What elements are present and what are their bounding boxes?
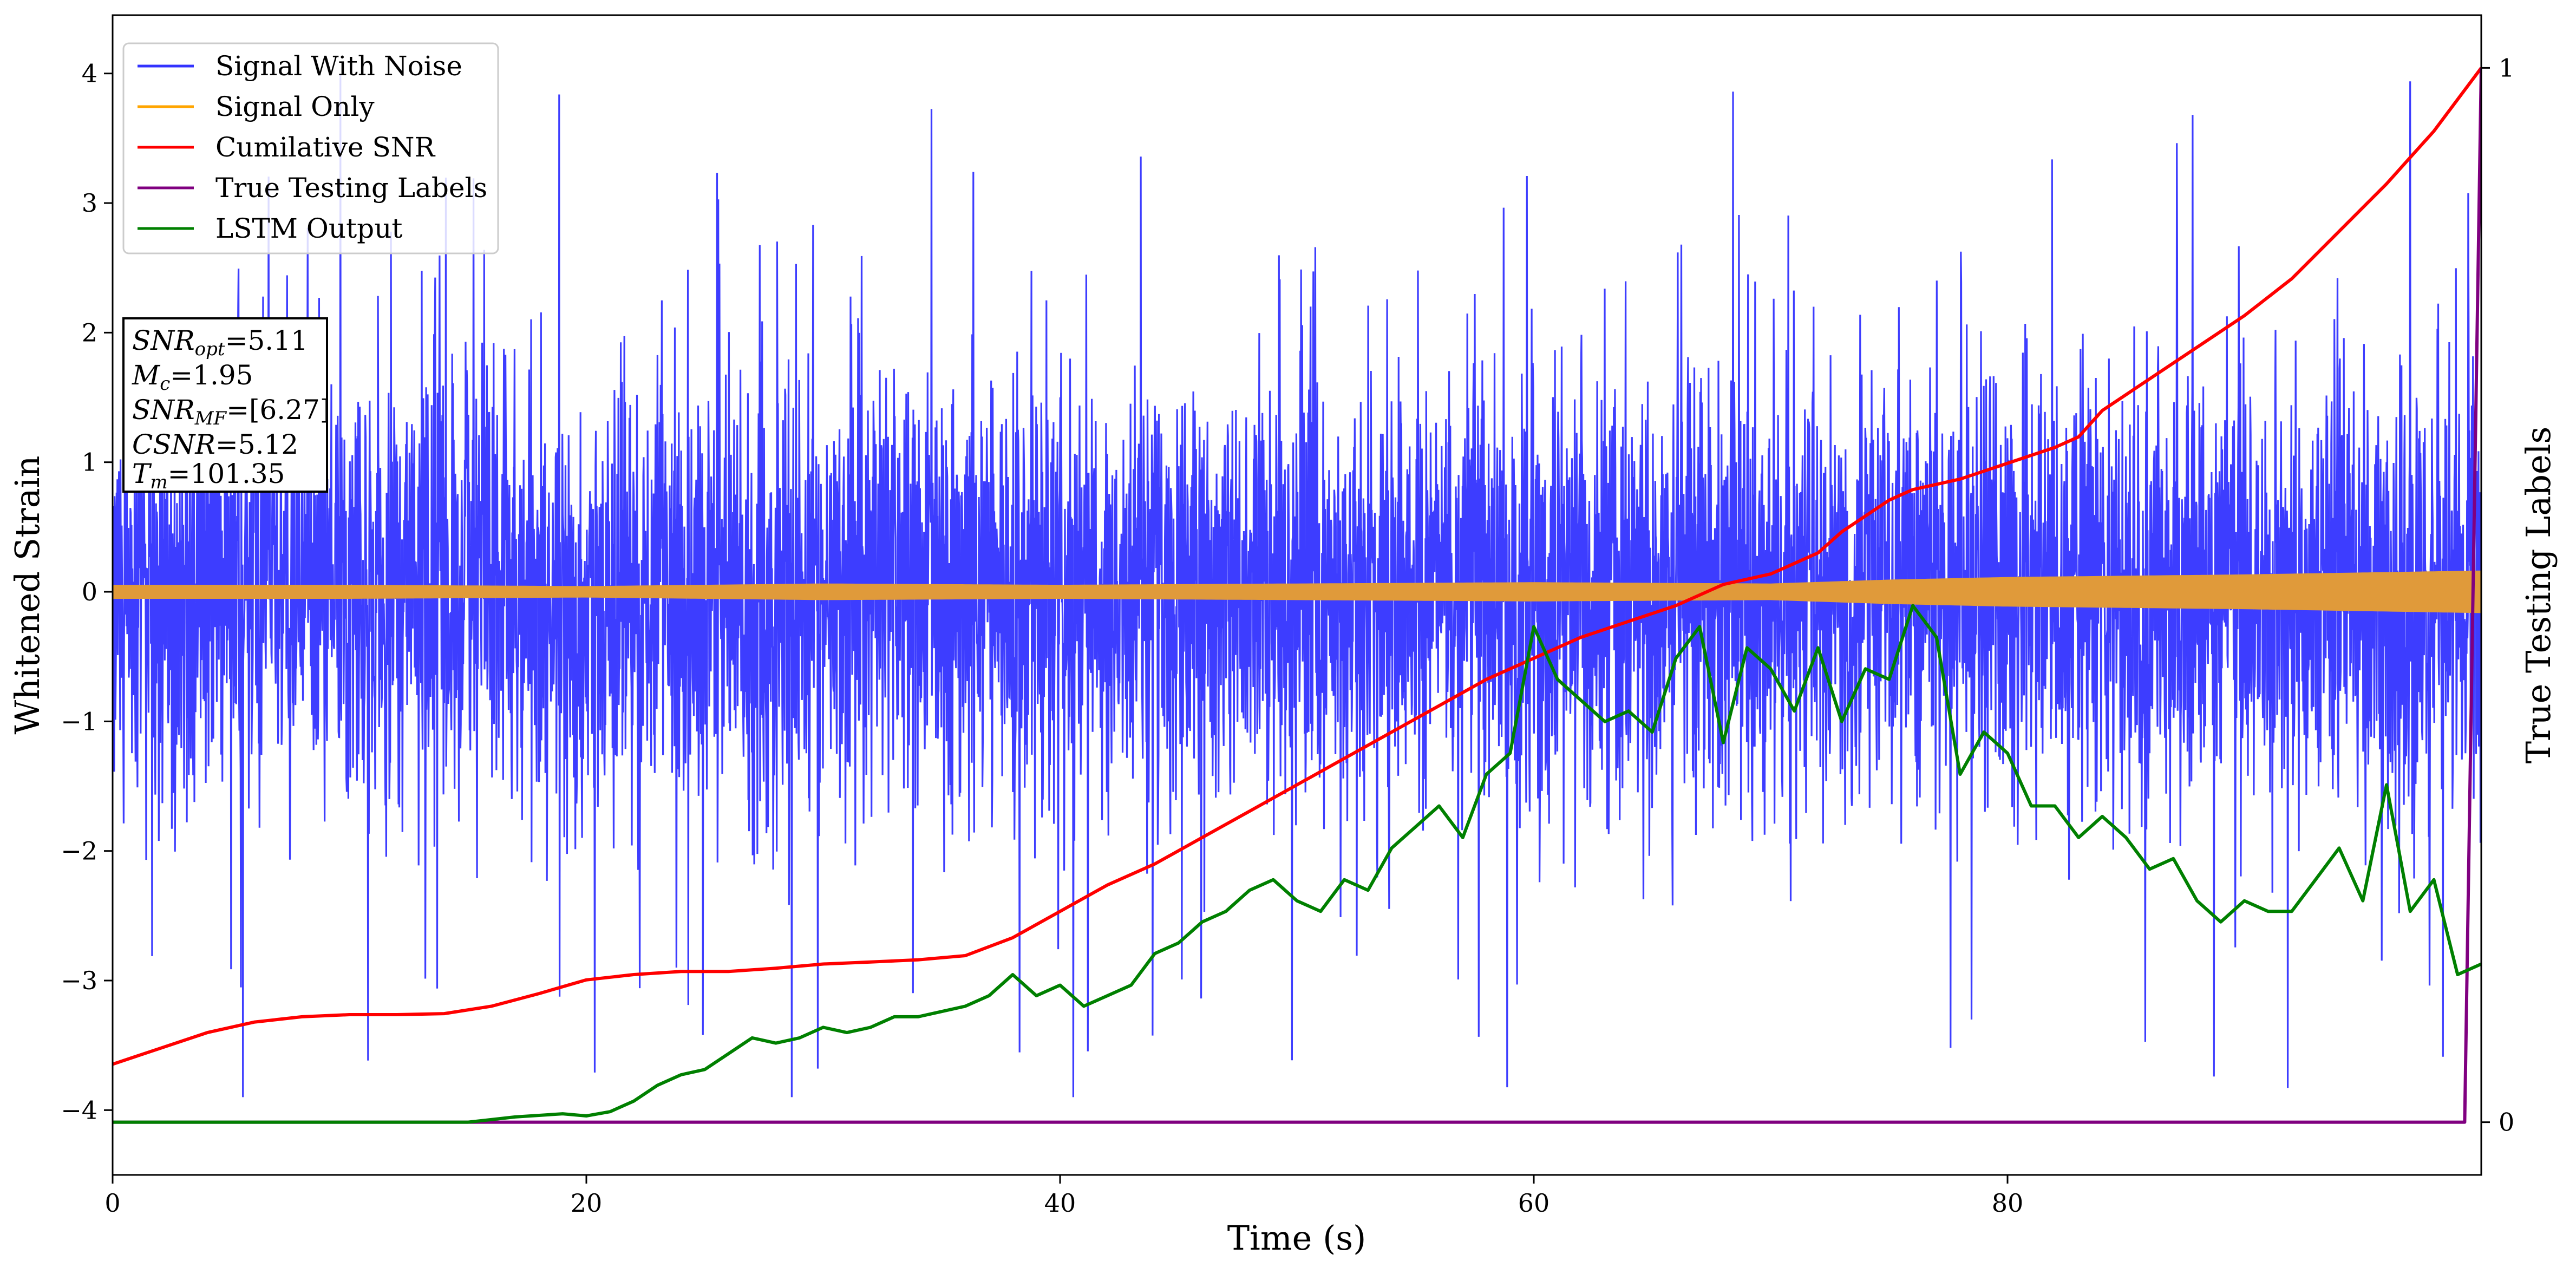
series-cumilative-snr [113, 67, 2481, 1066]
legend-label-true-testing-labels: True Testing Labels [215, 172, 487, 204]
series-signal-only [113, 570, 2481, 613]
x-tick-label: 40 [1044, 1188, 1076, 1218]
y2-tick-label: 1 [2499, 53, 2514, 82]
legend-label-signal-with-noise: Signal With Noise [215, 50, 462, 82]
x-tick-label: 0 [104, 1188, 120, 1218]
plot-frame [112, 14, 2482, 1176]
annotation-frame [122, 317, 328, 493]
annotation-line-snr-mf: SNRMF=[6.27] [132, 394, 330, 429]
x-tick-label: 60 [1518, 1188, 1550, 1218]
series-lstm-output [113, 604, 2481, 1124]
legend-frame [122, 42, 499, 254]
y2-axis-title: True Testing Labels [2519, 427, 2558, 764]
legend-label-signal-only: Signal Only [215, 91, 375, 122]
annotation-box: SNRopt=5.11 Mc=1.95 SNRMF=[6.27] CSNR=5.… [122, 317, 330, 493]
y-tick-label: −4 [61, 1095, 97, 1125]
legend-label-lstm-output: LSTM Output [215, 213, 402, 244]
y-tick-label: 3 [82, 188, 97, 218]
y-tick-label: −2 [61, 837, 97, 866]
series-true-testing-labels [113, 68, 2481, 1124]
y-tick-label: 2 [82, 318, 97, 347]
x-tick-label: 20 [571, 1188, 603, 1218]
legend: Signal With Noise Signal Only Cumilative… [122, 42, 499, 254]
annotation-line-snr-opt: SNRopt=5.11 [132, 325, 308, 360]
x-axis-title: Time (s) [1227, 1218, 1367, 1258]
annotation-line-mc: Mc=1.95 [132, 360, 253, 395]
y2-tick-label: 0 [2499, 1108, 2514, 1137]
annotation-line-csnr: CSNR=5.12 [132, 429, 298, 460]
x-tick-label: 80 [1992, 1188, 2024, 1218]
y-axis-title: Whitened Strain [8, 456, 47, 735]
annotation-line-tm: Tm=101.35 [132, 458, 285, 493]
y-tick-label: 1 [82, 448, 97, 477]
y-tick-label: 0 [82, 577, 97, 606]
y-tick-label: −1 [61, 707, 97, 736]
y-tick-label: 4 [82, 59, 97, 88]
data-layer [113, 67, 2481, 1124]
y-tick-label: −3 [61, 966, 97, 995]
legend-label-cumilative-snr: Cumilative SNR [215, 132, 435, 163]
